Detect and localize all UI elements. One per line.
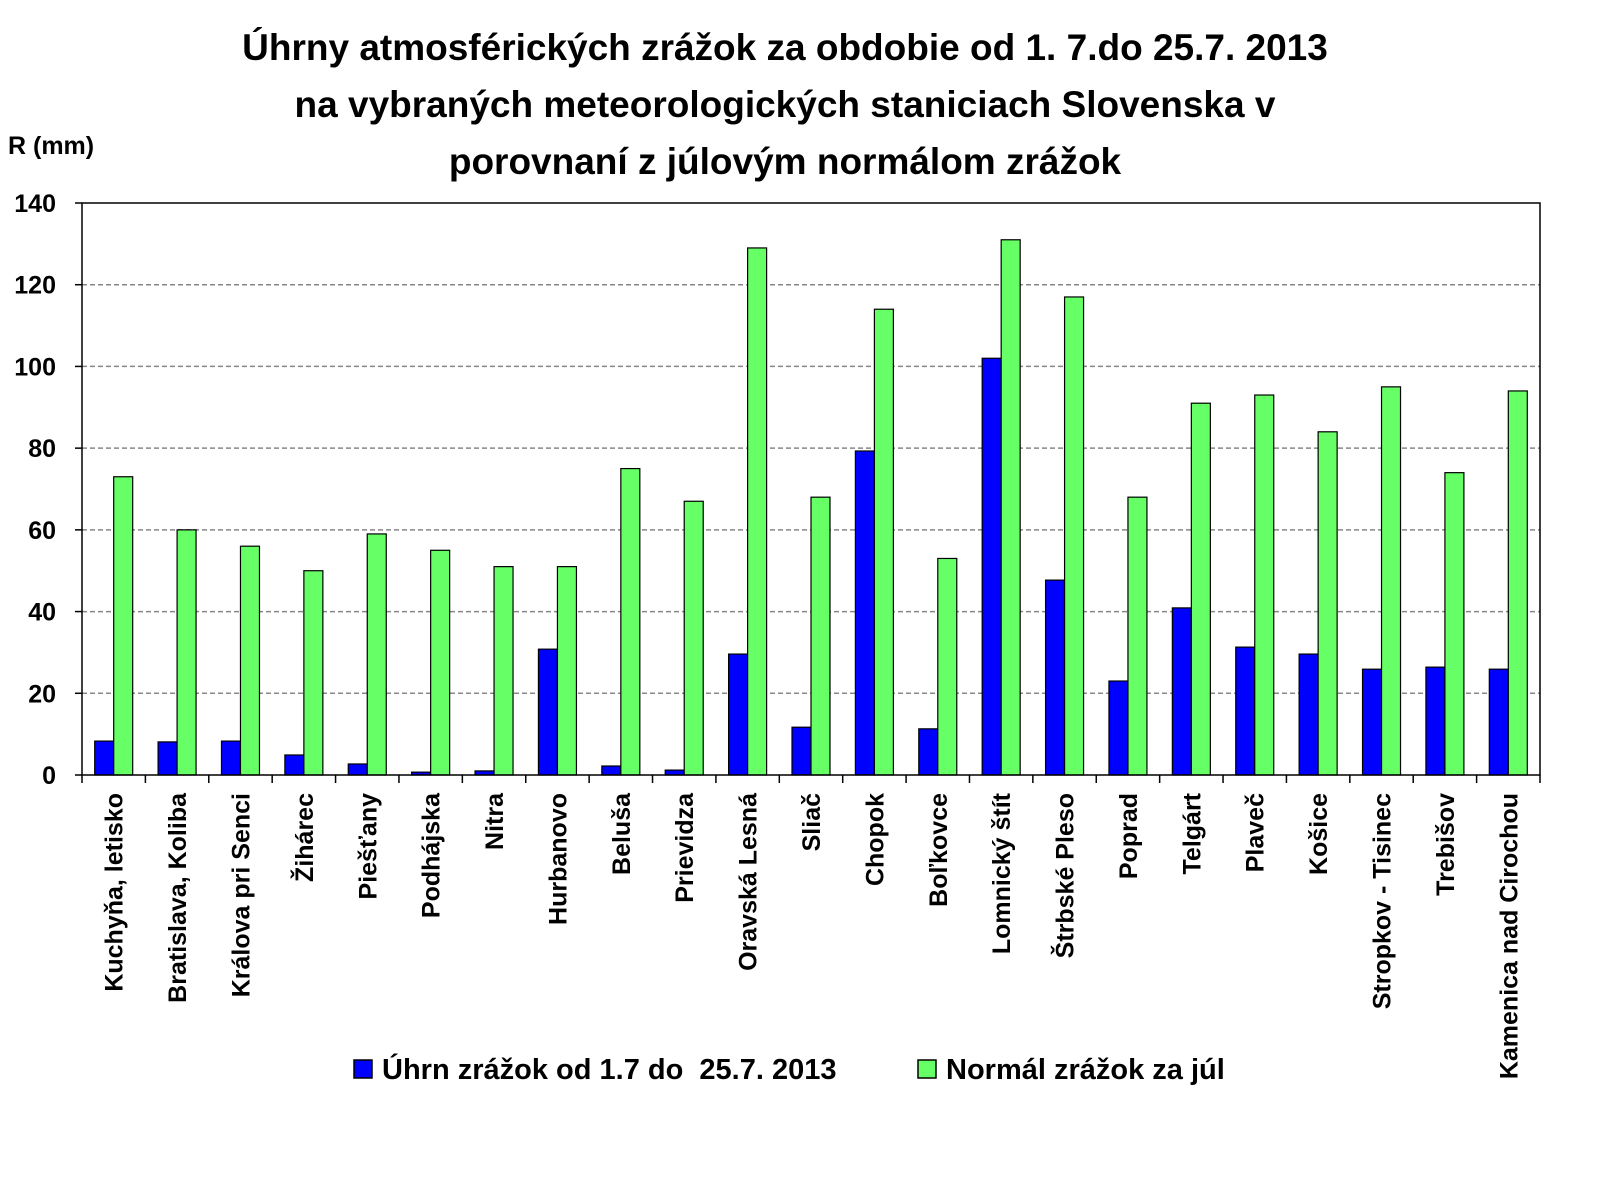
- y-tick-label: 0: [42, 762, 56, 790]
- bar-observed: [347, 763, 368, 776]
- bar-normal: [1063, 296, 1085, 776]
- x-tick-label: Piešťany: [354, 793, 382, 900]
- x-tick-label: Žihárec: [289, 793, 319, 882]
- x-tick-label: Plaveč: [1242, 793, 1270, 872]
- bar-observed: [1298, 653, 1319, 776]
- y-tick-label: 80: [28, 435, 56, 463]
- x-tick-label: Stropkov - Tisinec: [1369, 793, 1397, 1009]
- bar-normal: [113, 476, 134, 776]
- bar-observed: [981, 357, 1002, 776]
- bar-normal: [1190, 402, 1211, 776]
- bar-normal: [1507, 390, 1528, 776]
- bar-normal: [303, 570, 324, 776]
- legend-label-observed: Úhrn zrážok od 1.7 do 25.7. 2013: [382, 1052, 837, 1086]
- bar-normal: [493, 566, 514, 776]
- y-axis-label: R (mm): [8, 132, 94, 160]
- bar-normal: [747, 247, 768, 776]
- bar-normal: [430, 549, 451, 776]
- bar-normal: [176, 529, 197, 776]
- bar-normal: [1317, 431, 1338, 776]
- x-tick-label: Kamenica nad Cirochou: [1495, 793, 1523, 1079]
- x-tick-label: Bratislava, Koliba: [164, 792, 192, 1003]
- plot-area-border: [81, 202, 1541, 776]
- bar-observed: [1235, 646, 1256, 776]
- bar-normal: [620, 467, 641, 776]
- bar-normal: [1380, 386, 1402, 776]
- x-tick-label: Beluša: [608, 792, 636, 875]
- x-tick-label: Štrbské Pleso: [1050, 793, 1080, 958]
- bar-observed: [854, 450, 875, 776]
- bar-normal: [810, 496, 831, 776]
- chart-title-line-2: na vybraných meteorologických staniciach…: [295, 84, 1276, 125]
- bar-observed: [1425, 666, 1446, 776]
- bar-observed: [728, 653, 749, 776]
- bar-observed: [791, 726, 812, 776]
- bar-normal: [937, 557, 958, 776]
- x-tick-labels: Kuchyňa, letisko Bratislava, Koliba Králov…: [101, 792, 1524, 1079]
- x-tick-label: Košice: [1305, 793, 1333, 875]
- bar-observed: [157, 741, 178, 776]
- chart-title-line-1: Úhrny atmosférických zrážok za obdobie o…: [242, 26, 1328, 68]
- y-tick-label: 20: [28, 680, 56, 708]
- x-tick-label: Hurbanovo: [544, 793, 572, 925]
- bars: [94, 239, 1528, 776]
- x-tick-label: Kuchyňa, letisko: [101, 793, 129, 992]
- x-tick-label: Oravská Lesná: [735, 793, 763, 971]
- y-tick-label: 60: [28, 517, 56, 545]
- legend-swatch-normal: [917, 1059, 937, 1079]
- bar-observed: [537, 648, 559, 776]
- y-tick-label: 120: [14, 272, 56, 300]
- y-tick-label: 100: [14, 353, 56, 381]
- bar-normal: [683, 500, 704, 776]
- x-tick-label: Nitra: [481, 792, 509, 850]
- x-tick-label: Podhájska: [418, 792, 446, 918]
- bar-observed: [1488, 668, 1509, 776]
- legend: Úhrn zrážok od 1.7 do 25.7. 2013 Normál …: [353, 1052, 1225, 1086]
- bar-observed: [1108, 680, 1129, 776]
- bar-normal: [873, 308, 894, 776]
- bar-observed: [1044, 579, 1066, 776]
- y-tick-labels: 0 20 40 60 80 100 120 140: [14, 190, 56, 790]
- legend-swatch-observed: [353, 1059, 373, 1079]
- bar-normal: [1444, 472, 1465, 776]
- bar-normal: [1000, 239, 1021, 776]
- bar-normal: [239, 545, 261, 776]
- x-tick-label: Telgárt: [1178, 792, 1206, 874]
- x-tick-label: Trebišov: [1432, 793, 1460, 896]
- bar-normal: [366, 533, 387, 776]
- legend-label-normal: Normál zrážok za júl: [946, 1054, 1225, 1086]
- x-tick-label: Prievidza: [671, 792, 699, 903]
- chart-title: Úhrny atmosférických zrážok za obdobie o…: [242, 26, 1328, 182]
- bar-observed: [220, 740, 242, 776]
- bar-normal: [1254, 394, 1275, 776]
- x-tick-label: Chopok: [861, 793, 889, 886]
- bar-observed: [94, 740, 115, 776]
- x-tick-label: Boľkovce: [925, 793, 953, 907]
- x-tick-label: Lomnický štít: [988, 792, 1016, 954]
- x-tick-label: Poprad: [1115, 793, 1143, 879]
- bar-observed: [918, 728, 939, 776]
- chart-title-line-3: porovnaní z júlovým normálom zrážok: [449, 141, 1122, 182]
- bar-normal: [1127, 496, 1148, 776]
- bar-observed: [601, 765, 622, 776]
- bar-observed: [1361, 668, 1383, 776]
- bar-normal: [556, 566, 578, 776]
- bar-observed: [284, 754, 305, 776]
- y-tick-label: 140: [14, 190, 56, 218]
- x-tick-label: Králova pri Senci: [227, 793, 255, 997]
- axes: [75, 202, 1541, 783]
- x-tick-label: Sliač: [798, 793, 826, 851]
- y-tick-label: 40: [28, 599, 56, 627]
- bar-observed: [1171, 607, 1192, 776]
